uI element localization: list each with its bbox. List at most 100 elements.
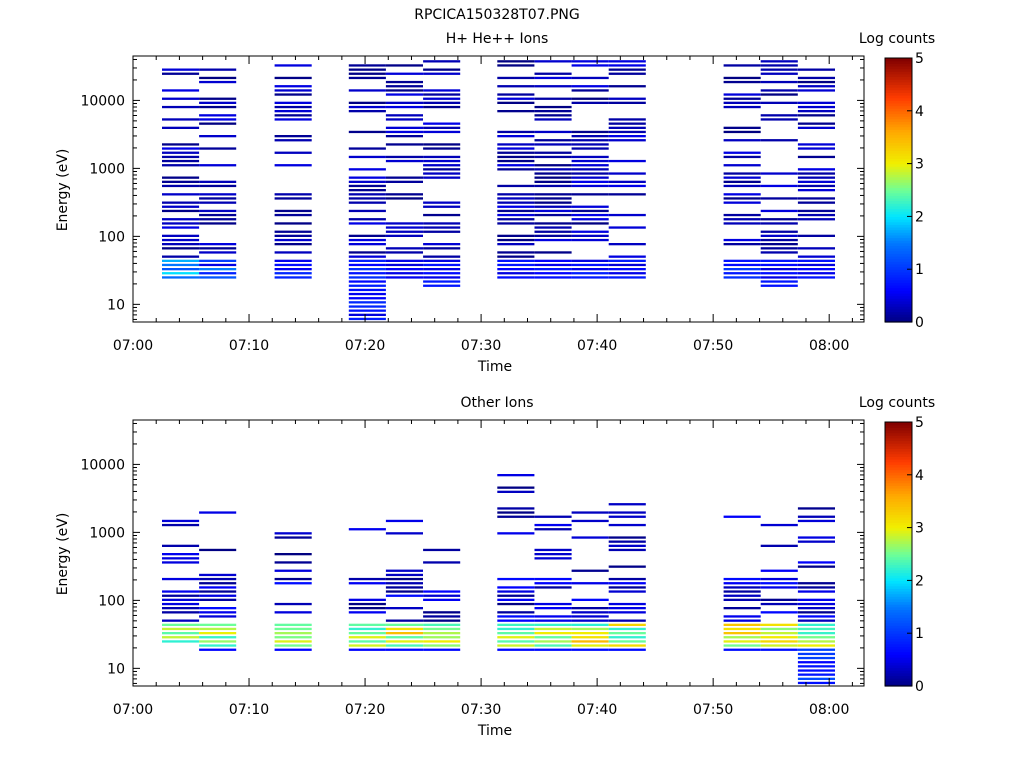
heatmap-cell <box>162 557 200 560</box>
heatmap-cell <box>423 201 461 204</box>
heatmap-cell <box>162 222 200 225</box>
heatmap-cell <box>497 623 535 626</box>
heatmap-cell <box>274 85 312 88</box>
heatmap-cell <box>571 155 609 159</box>
heatmap-cell <box>385 619 423 622</box>
colorbar-segment <box>885 567 912 571</box>
heatmap-cell <box>348 222 386 225</box>
heatmap-cell <box>534 213 572 217</box>
heatmap-cell <box>274 139 312 142</box>
heatmap-cell <box>348 72 386 75</box>
heatmap-cell <box>199 118 237 121</box>
heatmap-cell <box>534 172 572 175</box>
heatmap-cell <box>274 89 312 92</box>
heatmap-cell <box>199 97 237 100</box>
heatmap-cell <box>534 234 572 237</box>
heatmap-cell <box>497 640 535 643</box>
heatmap-cell <box>723 172 761 175</box>
heatmap-cell <box>534 139 572 142</box>
heatmap-cell <box>162 247 200 250</box>
colorbar-tick-label: 4 <box>915 468 924 484</box>
heatmap-cell <box>162 623 200 626</box>
colorbar-segment <box>885 662 912 666</box>
heatmap-cell <box>797 519 835 523</box>
heatmap-cell <box>348 627 386 631</box>
heatmap-cell <box>760 636 798 639</box>
heatmap-cell <box>534 201 572 204</box>
heatmap-cell <box>571 168 609 171</box>
heatmap-cell <box>274 118 312 121</box>
colorbar-segment <box>885 295 912 299</box>
heatmap-cell <box>760 101 798 104</box>
heatmap-cell <box>423 230 461 233</box>
colorbar-frame <box>884 421 913 687</box>
heatmap-cell <box>385 126 423 129</box>
heatmap-cell <box>608 97 646 100</box>
heatmap-cell <box>723 151 761 154</box>
heatmap-cell <box>760 544 798 547</box>
colorbar-segment <box>885 432 912 436</box>
colorbar-segment <box>885 142 912 146</box>
heatmap-cell <box>723 268 761 271</box>
heatmap-cell <box>534 72 572 75</box>
heatmap-cell <box>534 640 572 643</box>
heatmap-cell <box>162 640 200 643</box>
colorbar-tick-label: 3 <box>915 521 924 537</box>
heatmap-cell <box>423 619 461 622</box>
heatmap-cell <box>497 110 535 113</box>
heatmap-cell <box>797 644 835 647</box>
heatmap-cell <box>497 268 535 271</box>
heatmap-cell <box>760 80 798 84</box>
heatmap-cell <box>608 243 646 246</box>
heatmap-cell <box>385 176 423 179</box>
heatmap-cell <box>199 648 237 651</box>
heatmap-cell <box>797 101 835 104</box>
heatmap-cell <box>274 561 312 564</box>
colorbar-segment <box>885 58 912 62</box>
heatmap-cell <box>571 85 609 88</box>
colorbar-segment <box>885 126 912 130</box>
heatmap-cell <box>571 135 609 138</box>
heatmap-cell <box>760 611 798 614</box>
heatmap-cell <box>199 68 237 71</box>
heatmap-cell <box>534 114 572 117</box>
heatmap-cell <box>348 313 386 316</box>
heatmap-cell <box>423 623 461 626</box>
colorbar-segment <box>885 506 912 510</box>
heatmap-cells <box>162 60 835 321</box>
heatmap-cell <box>385 573 423 577</box>
colorbar-segment <box>885 493 912 497</box>
heatmap-cell <box>348 263 386 267</box>
heatmap-cell <box>385 155 423 159</box>
colorbar-segment <box>885 81 912 85</box>
heatmap-cell <box>274 243 312 246</box>
heatmap-cell <box>348 598 386 601</box>
heatmap-cell <box>348 259 386 262</box>
heatmap-cell <box>571 519 609 523</box>
heatmap-cell <box>199 184 237 188</box>
y-tick-label: 1000 <box>89 525 125 541</box>
heatmap-cell <box>385 577 423 581</box>
heatmap-cell <box>571 611 609 614</box>
heatmap-cell <box>199 76 237 80</box>
heatmap-cell <box>423 640 461 643</box>
heatmap-cell <box>608 60 646 63</box>
colorbar-segment <box>885 453 912 457</box>
heatmap-cell <box>274 76 312 80</box>
heatmap-cell <box>162 602 200 606</box>
heatmap-cell <box>723 594 761 597</box>
heatmap-cell <box>348 644 386 647</box>
heatmap-cell <box>348 317 386 321</box>
colorbar-segment <box>885 226 912 231</box>
heatmap-cell <box>534 176 572 179</box>
heatmap-cell <box>162 611 200 614</box>
heatmap-cell <box>274 64 312 67</box>
colorbar-segment <box>885 551 912 555</box>
heatmap-cell <box>760 586 798 589</box>
heatmap-cell <box>571 60 609 63</box>
heatmap-cell <box>274 209 312 213</box>
colorbar-segment <box>885 253 912 257</box>
heatmap-cell <box>274 536 312 539</box>
colorbar-segment <box>885 580 912 584</box>
colorbar-segment <box>885 137 912 141</box>
